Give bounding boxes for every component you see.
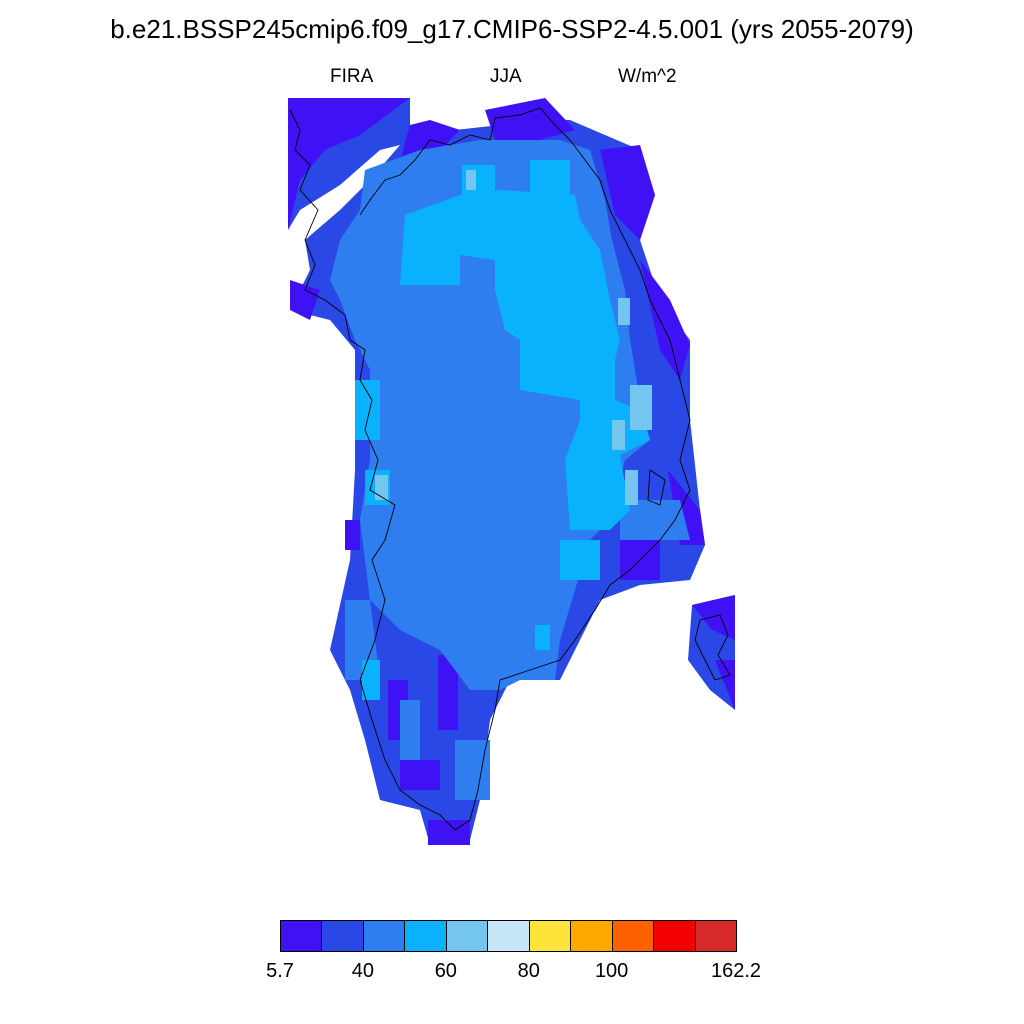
season-label: JJA: [490, 66, 522, 87]
figure-title: b.e21.BSSP245cmip6.f09_g17.CMIP6-SSP2-4.…: [110, 14, 914, 44]
colorbar-swatch: [570, 920, 613, 952]
greenland-map: [288, 98, 735, 845]
colorbar-swatch: [653, 920, 696, 952]
map-field-light: [355, 160, 650, 700]
map-field-dark: [288, 98, 735, 845]
colorbar-tick-label: 60: [434, 960, 457, 982]
colorbar-swatch: [487, 920, 530, 952]
coastline: [289, 107, 731, 831]
colorbar-tick-label: 162.2: [710, 960, 762, 982]
colorbar-swatch: [321, 920, 364, 952]
variable-label: FIRA: [330, 66, 374, 87]
colorbar-tick-label: 80: [517, 960, 540, 982]
colorbar-swatch: [362, 920, 406, 952]
colorbar-swatch: [280, 920, 323, 952]
colorbar-swatch: [404, 920, 447, 952]
colorbar-swatch: [694, 920, 737, 952]
colorbar-tick-label: 40: [351, 960, 375, 982]
colorbar-swatch: [528, 920, 572, 952]
units-label: W/m^2: [618, 66, 677, 87]
map-field-pale: [375, 170, 652, 505]
colorbar-tick-label: 5.7: [266, 960, 294, 982]
colorbar-swatch: [611, 920, 655, 952]
colorbar-tick-label: 100: [594, 960, 629, 982]
colorbar-swatch: [445, 920, 489, 952]
